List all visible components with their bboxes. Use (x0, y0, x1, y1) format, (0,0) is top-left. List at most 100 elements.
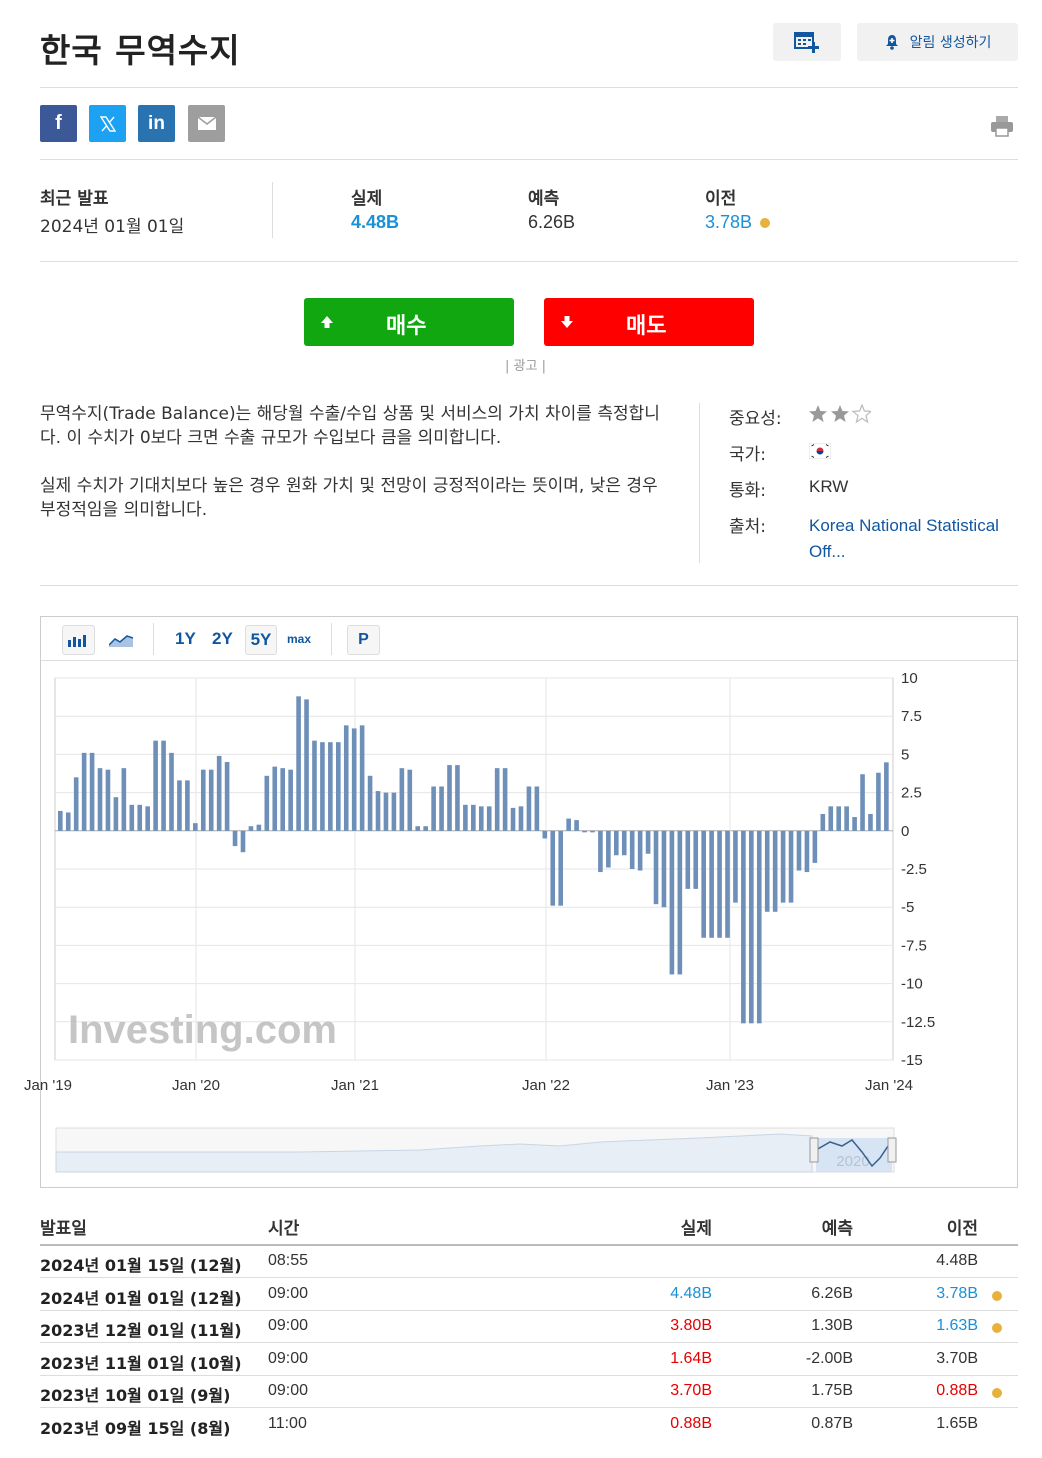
bar (749, 830, 754, 1024)
bar (248, 826, 254, 831)
description-paragraph: 무역수지(Trade Balance)는 해당월 수출/수입 상품 및 서비스의… (40, 404, 660, 448)
bar (606, 830, 611, 868)
calendar-add-icon (794, 32, 819, 53)
bar-chart-button[interactable] (62, 625, 95, 655)
print-button[interactable] (990, 115, 1014, 141)
bar (677, 830, 683, 975)
time-cell: 09:00 (268, 1285, 309, 1302)
actual-cell: 3.80B (670, 1317, 712, 1334)
bar (876, 772, 881, 831)
buy-label: 매수 (386, 314, 427, 339)
table-row: 2023년 12월 01일 (11월) 09:00 3.80B 1.30B 1.63B (40, 1311, 1018, 1343)
page-title: 한국 무역수지 (40, 31, 241, 70)
line-chart-button[interactable] (104, 625, 137, 655)
bar (494, 768, 500, 831)
importance-label: 중요성: (729, 409, 782, 429)
korea-flag-icon (808, 442, 832, 464)
y-tick-label: -15 (901, 1052, 923, 1069)
bar (868, 813, 873, 831)
bar (280, 768, 286, 831)
time-cell: 09:00 (268, 1382, 309, 1399)
facebook-share-button[interactable]: f (40, 105, 77, 142)
p-button[interactable]: P (347, 625, 380, 655)
sell-button[interactable]: 매도 (544, 298, 754, 346)
sell-label: 매도 (626, 314, 667, 339)
header-previous: 이전 (946, 1219, 978, 1239)
chart-toolbar: 1Y 2Y 5Y max P (41, 617, 1017, 661)
bar (717, 830, 722, 938)
revised-dot (760, 218, 771, 229)
bar (828, 806, 834, 831)
actual-cell: 1.64B (670, 1350, 712, 1367)
bar (375, 791, 381, 831)
currency-value: KRW (809, 477, 849, 496)
navigator-handle-left (809, 1137, 819, 1163)
x-tick-label: Jan '22 (522, 1077, 570, 1094)
previous-value-wrap: 3.78B (705, 212, 771, 233)
bar (558, 830, 564, 906)
x-tick-label: Jan '21 (331, 1077, 379, 1094)
twitter-share-button[interactable] (89, 105, 126, 142)
star-empty-icon (851, 403, 873, 424)
bar (836, 806, 842, 831)
y-tick-label: -7.5 (901, 937, 927, 954)
bar (113, 797, 119, 831)
create-alert-button[interactable]: 알림 생성하기 (857, 23, 1018, 61)
bar (526, 786, 532, 831)
range-5y[interactable]: 5Y (245, 625, 277, 655)
bar (351, 728, 357, 831)
source-link[interactable]: Korea National Statistical Off... (809, 513, 999, 565)
bell-icon (885, 35, 898, 50)
actual-cell: 0.88B (670, 1415, 712, 1432)
y-tick-label: -2.5 (901, 861, 927, 878)
range-max[interactable]: max (287, 632, 312, 646)
y-tick-label: 5 (901, 746, 909, 763)
bar (343, 725, 349, 831)
bar (391, 792, 397, 831)
printer-icon (991, 116, 1013, 137)
y-tick-label: 2.5 (901, 785, 922, 802)
bar (137, 804, 143, 831)
time-cell: 09:00 (268, 1350, 309, 1367)
add-to-calendar-button[interactable] (773, 23, 841, 61)
y-tick-label: -10 (901, 976, 923, 993)
bar (256, 824, 262, 831)
release-date-cell: 2023년 12월 01일 (11월) (40, 1321, 242, 1340)
linkedin-share-button[interactable]: in (138, 105, 175, 142)
bar (804, 830, 810, 873)
bar (598, 830, 603, 873)
x-tick-label: Jan '23 (706, 1077, 754, 1094)
bar (431, 786, 436, 831)
bar (224, 762, 230, 831)
watermark: Investing.com (68, 1008, 337, 1052)
divider (40, 261, 1018, 262)
bar (161, 740, 166, 831)
bar (796, 830, 802, 871)
bar (105, 769, 111, 831)
divider (272, 182, 273, 238)
bar (89, 752, 95, 831)
bar (73, 777, 79, 831)
bar (645, 830, 651, 854)
linkedin-icon: in (148, 112, 165, 134)
bar (502, 768, 508, 831)
arrow-up-icon (321, 316, 333, 328)
bar (399, 768, 405, 831)
bar (590, 830, 595, 833)
bar (741, 830, 746, 1024)
email-share-button[interactable] (188, 105, 225, 142)
bar (542, 830, 548, 839)
navigator-selection (816, 1138, 892, 1172)
create-alert-label: 알림 생성하기 (909, 35, 992, 51)
release-date-cell: 2024년 01월 15일 (12월) (40, 1256, 242, 1275)
bar (550, 830, 556, 906)
previous-cell: 0.88B (936, 1382, 978, 1399)
bar (709, 830, 714, 938)
buy-button[interactable]: 매수 (304, 298, 514, 346)
divider (40, 87, 1018, 88)
range-2y[interactable]: 2Y (212, 629, 233, 648)
arrow-down-icon (561, 316, 573, 328)
bar (772, 830, 778, 912)
bar (407, 769, 413, 831)
range-1y[interactable]: 1Y (175, 629, 196, 648)
